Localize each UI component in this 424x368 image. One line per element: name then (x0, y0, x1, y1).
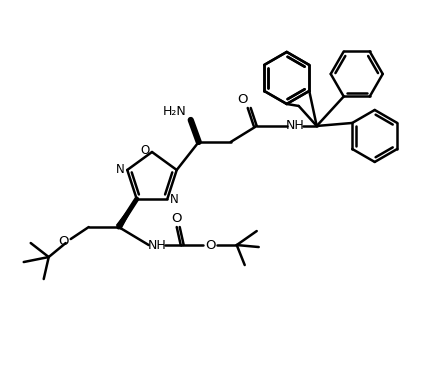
Text: H₂N: H₂N (163, 106, 187, 118)
Text: O: O (171, 212, 182, 224)
Text: O: O (59, 234, 69, 248)
Text: O: O (237, 93, 248, 106)
Polygon shape (117, 199, 137, 229)
Text: NH: NH (148, 238, 166, 252)
Text: O: O (206, 238, 216, 252)
Text: N: N (170, 192, 179, 206)
Text: N: N (116, 163, 125, 177)
Text: O: O (140, 144, 150, 156)
Text: NH: NH (285, 120, 304, 132)
